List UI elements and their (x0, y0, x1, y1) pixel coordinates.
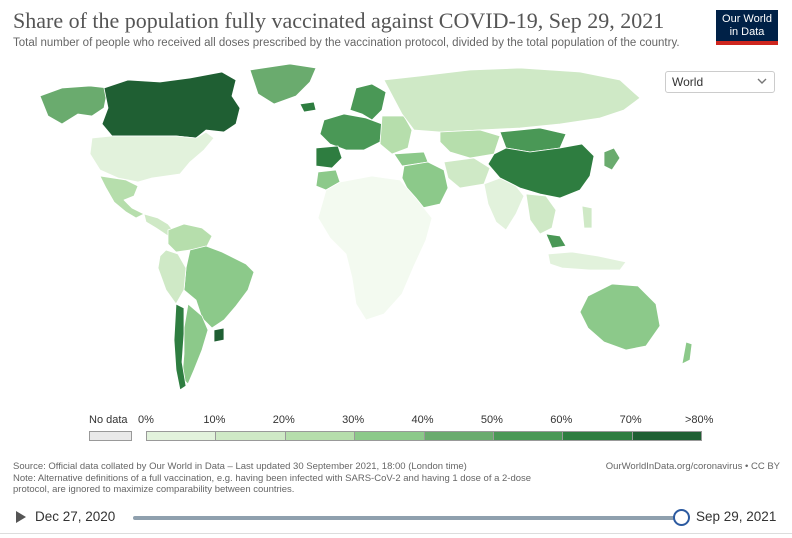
region-india[interactable] (483, 177, 525, 231)
logo-line-2: in Data (729, 26, 765, 38)
region-iberia[interactable] (315, 145, 343, 169)
region-iceland[interactable] (299, 101, 317, 113)
region-australia[interactable] (579, 283, 661, 351)
world-map[interactable] (0, 58, 792, 408)
region-japan[interactable] (603, 147, 621, 171)
region-usa[interactable] (89, 131, 215, 183)
region-greenland[interactable] (249, 63, 317, 105)
note-text: Note: Alternative definitions of a full … (13, 472, 532, 496)
legend-bin-label: 50% (480, 414, 503, 426)
legend-bin-swatch[interactable] (215, 431, 286, 441)
region-western-europe[interactable] (319, 113, 383, 151)
region-russia[interactable] (383, 67, 641, 133)
legend-bin-label: 10% (203, 414, 226, 426)
legend-nodata-label: No data (89, 414, 128, 426)
legend-bin-swatch[interactable] (562, 431, 633, 441)
timeline-handle[interactable] (673, 509, 690, 526)
region-kazakhstan[interactable] (439, 129, 501, 159)
region-philippines[interactable] (581, 205, 593, 229)
legend-nodata-swatch[interactable] (89, 431, 132, 441)
logo-line-1: Our World (722, 13, 772, 25)
timeline-end-label[interactable]: Sep 29, 2021 (696, 509, 777, 524)
legend-bin-label: 0% (138, 414, 154, 426)
region-argentina[interactable] (181, 303, 209, 385)
region-canada[interactable] (101, 71, 241, 139)
source-text: Source: Official data collated by Our Wo… (13, 461, 467, 472)
timeline-start-label[interactable]: Dec 27, 2020 (35, 509, 116, 524)
timeline-track[interactable] (133, 516, 681, 520)
chevron-down-icon (757, 78, 767, 84)
legend: No data 0% 10% 20% 30% 40% 50% 60% 70% >80% (0, 412, 792, 446)
chart-subtitle: Total number of people who received all … (13, 37, 680, 49)
region-malaysia[interactable] (545, 233, 567, 249)
legend-bin-swatch[interactable] (284, 431, 356, 441)
region-uruguay[interactable] (213, 327, 225, 343)
legend-bin-swatch[interactable] (146, 431, 217, 441)
region-mexico[interactable] (99, 175, 145, 219)
entity-selector-value: World (672, 75, 704, 89)
region-chile[interactable] (173, 303, 187, 391)
region-new-zealand[interactable] (681, 341, 693, 365)
legend-bin-label: 40% (411, 414, 434, 426)
chart-title: Share of the population fully vaccinated… (13, 8, 665, 33)
region-brazil[interactable] (183, 245, 255, 329)
legend-bin-swatch[interactable] (631, 431, 702, 441)
region-southeast-asia[interactable] (525, 193, 557, 235)
region-iran-afghanistan[interactable] (443, 157, 491, 189)
timeline: Dec 27, 2020 Sep 29, 2021 (0, 504, 792, 532)
legend-bin-swatch[interactable] (423, 431, 494, 441)
entity-selector[interactable]: World (665, 71, 775, 93)
credit-link[interactable]: OurWorldInData.org/coronavirus • CC BY (605, 461, 780, 472)
region-indonesia[interactable] (547, 251, 627, 271)
legend-bin-swatch[interactable] (354, 431, 425, 441)
legend-bin-label: >80% (685, 414, 714, 426)
legend-bin-label: 60% (550, 414, 573, 426)
footer-divider (0, 533, 792, 538)
legend-bin-swatch[interactable] (492, 431, 564, 441)
region-eastern-europe[interactable] (379, 115, 413, 155)
region-peru-bolivia[interactable] (157, 249, 187, 305)
legend-bin-label: 20% (272, 414, 295, 426)
owid-logo[interactable]: Our World in Data (716, 10, 778, 45)
source-note: Source: Official data collated by Our Wo… (13, 461, 533, 496)
region-alaska[interactable] (39, 85, 109, 125)
play-icon[interactable] (15, 510, 27, 524)
region-scandinavia[interactable] (349, 83, 387, 121)
legend-bin-label: 70% (619, 414, 642, 426)
legend-bin-label: 30% (342, 414, 365, 426)
region-africa[interactable] (317, 175, 433, 321)
